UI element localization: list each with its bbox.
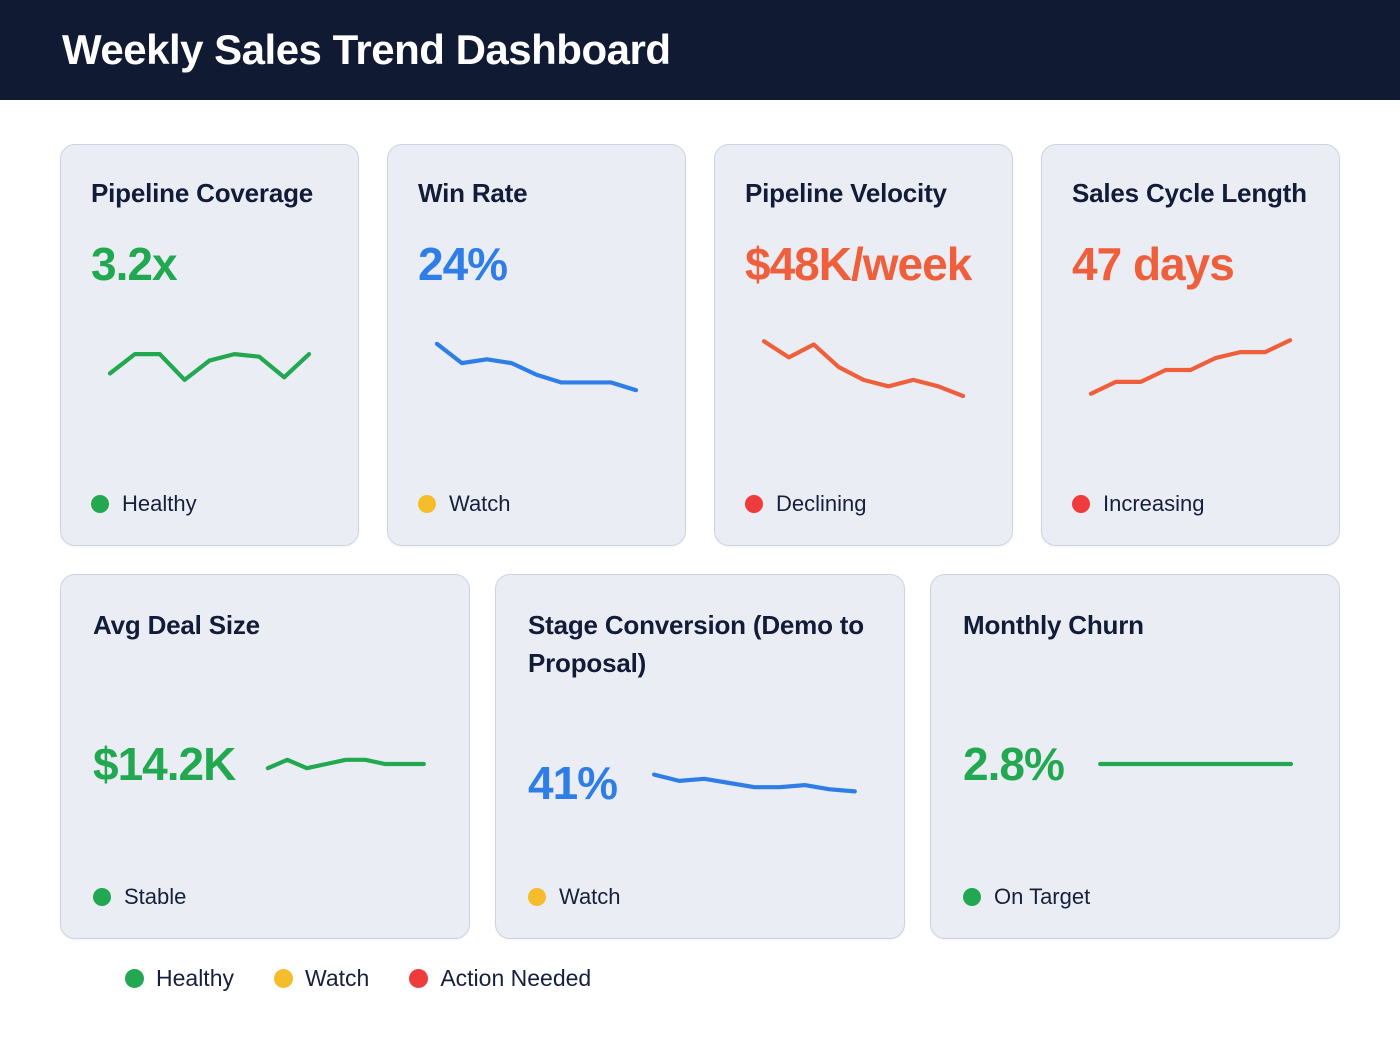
kpi-row-primary: Pipeline Coverage 3.2x Healthy Win Rate …	[60, 144, 1340, 546]
status-dot-icon	[418, 495, 436, 513]
status-label: Increasing	[1103, 491, 1205, 516]
kpi-card-stage-conversion[interactable]: Stage Conversion (Demo to Proposal) 41% …	[495, 574, 905, 939]
kpi-card-pipeline-velocity[interactable]: Pipeline Velocity $48K/week Declining	[714, 144, 1013, 546]
status-label: Stable	[124, 884, 187, 909]
status-dot-icon	[528, 888, 546, 906]
kpi-card-avg-deal-size[interactable]: Avg Deal Size $14.2K Stable	[60, 574, 470, 939]
status-legend: Healthy Watch Action Needed	[60, 939, 1340, 992]
card-value: 47 days	[1072, 237, 1235, 290]
sparkline-chart	[1072, 321, 1309, 413]
sparkline-chart	[1082, 744, 1309, 784]
card-title: Monthly Churn	[963, 610, 1144, 640]
status-dot-icon	[963, 888, 981, 906]
status-label: Watch	[559, 884, 621, 909]
status-badge: On Target	[963, 884, 1309, 938]
status-label: Healthy	[122, 491, 197, 516]
card-value: $14.2K	[93, 738, 236, 791]
status-badge: Declining	[745, 491, 982, 545]
status-badge: Stable	[93, 884, 439, 938]
legend-dot-icon	[125, 969, 144, 988]
card-title: Pipeline Coverage	[91, 178, 314, 208]
status-dot-icon	[91, 495, 109, 513]
kpi-board: Pipeline Coverage 3.2x Healthy Win Rate …	[0, 100, 1400, 992]
card-value: 24%	[418, 237, 508, 290]
status-dot-icon	[93, 888, 111, 906]
status-badge: Increasing	[1072, 491, 1309, 545]
kpi-row-secondary: Avg Deal Size $14.2K Stable Stage Conver…	[60, 574, 1340, 939]
sparkline-chart	[635, 763, 874, 803]
status-badge: Watch	[528, 884, 874, 938]
sparkline-chart	[253, 744, 439, 784]
kpi-card-win-rate[interactable]: Win Rate 24% Watch	[387, 144, 686, 546]
page-title: Weekly Sales Trend Dashboard	[62, 26, 671, 73]
legend-item: Action Needed	[409, 965, 591, 992]
card-title: Stage Conversion (Demo to Proposal)	[528, 610, 864, 678]
kpi-card-sales-cycle-length[interactable]: Sales Cycle Length 47 days Increasing	[1041, 144, 1340, 546]
sparkline-chart	[418, 321, 655, 413]
legend-dot-icon	[273, 969, 293, 988]
legend-label: Watch	[304, 965, 370, 991]
card-value: $48K/week	[745, 237, 972, 290]
card-title: Avg Deal Size	[93, 610, 260, 640]
card-value: 2.8%	[963, 738, 1065, 791]
status-dot-icon	[745, 495, 763, 513]
dashboard-header: Weekly Sales Trend Dashboard	[0, 0, 1400, 100]
status-badge: Healthy	[91, 491, 328, 545]
legend-label: Healthy	[156, 965, 234, 991]
kpi-card-pipeline-coverage[interactable]: Pipeline Coverage 3.2x Healthy	[60, 144, 359, 546]
status-label: Watch	[449, 491, 511, 516]
legend-item: Watch	[273, 965, 370, 992]
legend-label: Action Needed	[440, 965, 592, 991]
sparkline-chart	[91, 321, 328, 413]
status-label: Declining	[776, 491, 867, 516]
sparkline-chart	[745, 321, 982, 413]
legend-item: Healthy	[125, 965, 234, 992]
card-title: Pipeline Velocity	[745, 178, 947, 208]
status-dot-icon	[1072, 495, 1090, 513]
card-value: 3.2x	[91, 237, 178, 290]
status-label: On Target	[994, 884, 1091, 909]
card-title: Win Rate	[418, 178, 528, 208]
status-badge: Watch	[418, 491, 655, 545]
card-value: 41%	[528, 757, 618, 810]
legend-dot-icon	[409, 969, 429, 988]
kpi-card-monthly-churn[interactable]: Monthly Churn 2.8% On Target	[930, 574, 1340, 939]
card-title: Sales Cycle Length	[1072, 178, 1307, 208]
